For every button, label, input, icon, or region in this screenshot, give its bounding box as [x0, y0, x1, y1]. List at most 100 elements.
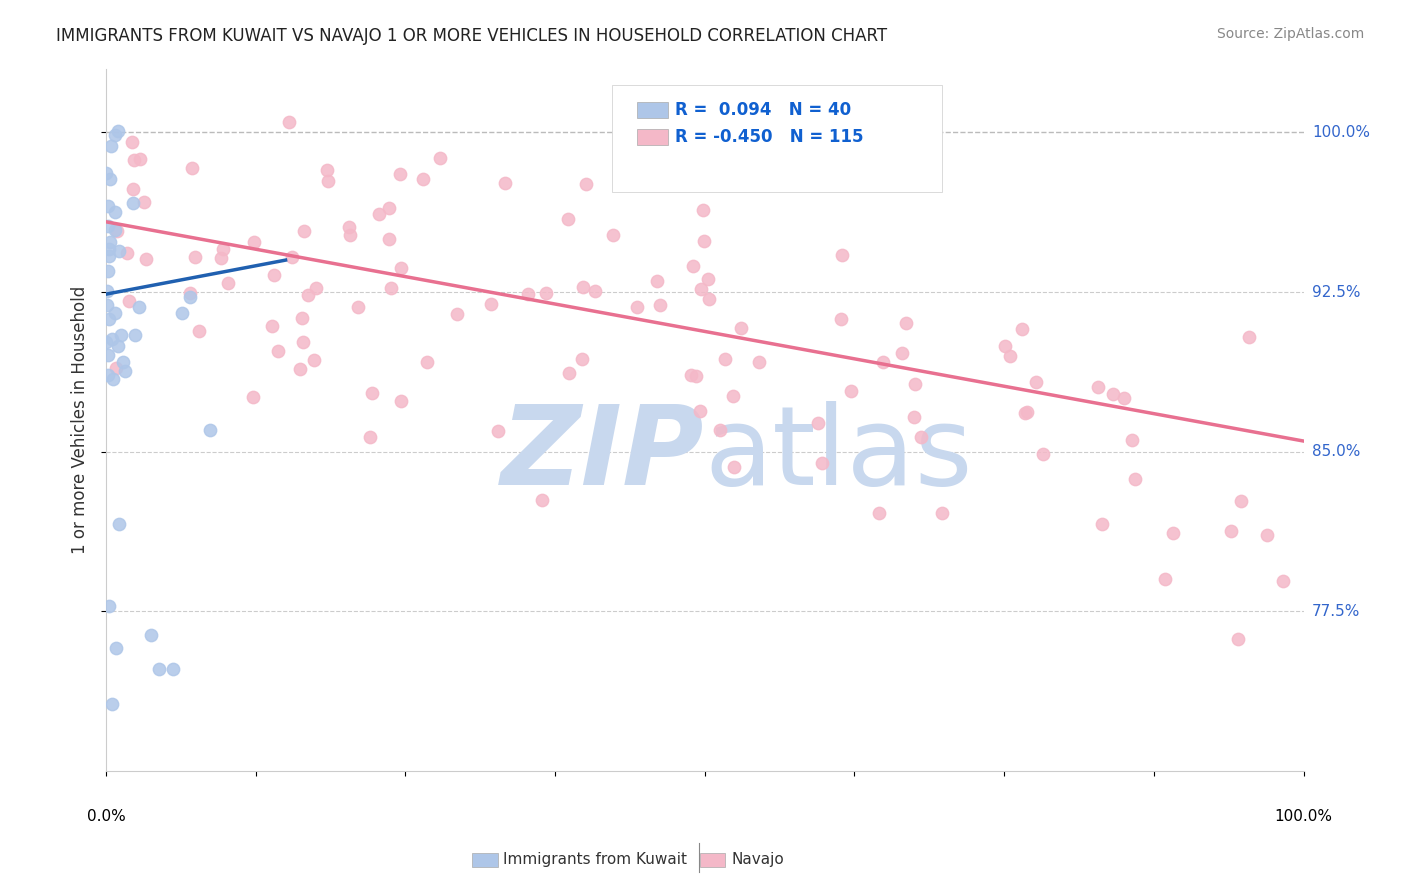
Point: [709, 424, 731, 438]
Point: [389, 261, 412, 276]
Point: [243, 235, 266, 249]
Point: [148, 662, 170, 676]
Point: [96, 284, 118, 298]
Point: [479, 296, 502, 310]
Point: [104, 223, 127, 237]
Point: [583, 284, 606, 298]
Point: [1256, 528, 1278, 542]
Point: [337, 220, 360, 235]
Point: [693, 235, 716, 249]
Point: [1102, 386, 1125, 401]
Point: [571, 352, 593, 367]
Point: [117, 294, 139, 309]
Point: [128, 300, 150, 314]
Point: [100, 332, 122, 346]
Point: [377, 231, 399, 245]
Point: [650, 298, 672, 312]
Point: [129, 152, 152, 166]
Point: [291, 334, 314, 349]
Point: [107, 244, 129, 258]
Point: [890, 346, 912, 360]
Point: [104, 306, 127, 320]
Point: [613, 161, 636, 176]
Point: [692, 203, 714, 218]
Text: 100.0%: 100.0%: [1312, 125, 1369, 140]
Point: [179, 286, 201, 301]
Point: [105, 361, 128, 376]
Text: atlas: atlas: [704, 401, 973, 508]
Point: [104, 640, 127, 655]
Point: [1091, 517, 1114, 532]
Point: [101, 698, 124, 712]
Point: [101, 372, 124, 386]
Point: [97, 199, 120, 213]
Point: [267, 344, 290, 359]
Point: [108, 516, 131, 531]
Point: [105, 224, 128, 238]
Point: [122, 196, 145, 211]
Point: [748, 355, 770, 369]
Text: Immigrants from Kuwait: Immigrants from Kuwait: [503, 853, 688, 867]
Point: [97, 263, 120, 277]
Point: [242, 390, 264, 404]
Point: [1226, 632, 1249, 646]
Point: [124, 327, 146, 342]
Text: 100.0%: 100.0%: [1275, 809, 1333, 824]
Point: [689, 404, 711, 418]
Point: [288, 362, 311, 376]
Point: [416, 355, 439, 369]
Point: [98, 235, 121, 250]
Point: [1230, 494, 1253, 508]
Point: [115, 245, 138, 260]
Point: [389, 393, 412, 408]
Point: [1239, 329, 1261, 343]
Point: [730, 321, 752, 335]
Text: 85.0%: 85.0%: [1312, 444, 1360, 459]
Point: [297, 288, 319, 302]
Point: [180, 161, 202, 176]
Point: [575, 178, 598, 192]
Point: [446, 306, 468, 320]
Point: [359, 429, 381, 443]
Point: [347, 300, 370, 314]
Point: [124, 153, 146, 167]
Point: [714, 351, 737, 366]
Point: [429, 151, 451, 165]
Point: [104, 128, 127, 143]
Point: [998, 350, 1021, 364]
Point: [685, 369, 707, 384]
Point: [910, 430, 932, 444]
Point: [367, 207, 389, 221]
Point: [1015, 405, 1038, 419]
Point: [1154, 572, 1177, 586]
Text: Navajo: Navajo: [731, 853, 785, 867]
Point: [1123, 472, 1146, 486]
Point: [339, 227, 361, 242]
Point: [868, 506, 890, 520]
Point: [96, 368, 118, 383]
Point: [98, 249, 121, 263]
Point: [278, 114, 301, 128]
Point: [316, 162, 339, 177]
Point: [931, 506, 953, 520]
Point: [494, 176, 516, 190]
Point: [183, 250, 205, 264]
Point: [114, 363, 136, 377]
Point: [111, 355, 134, 369]
Point: [132, 194, 155, 209]
Point: [679, 368, 702, 383]
Point: [1025, 375, 1047, 389]
Point: [1112, 391, 1135, 405]
Point: [697, 272, 720, 286]
Point: [172, 305, 194, 319]
Point: [96, 335, 118, 350]
Point: [839, 384, 862, 398]
Point: [517, 287, 540, 301]
Point: [162, 662, 184, 676]
Point: [1032, 447, 1054, 461]
Text: 0.0%: 0.0%: [87, 809, 125, 824]
Point: [281, 250, 304, 264]
Point: [558, 367, 581, 381]
Point: [1014, 405, 1036, 419]
Point: [723, 459, 745, 474]
